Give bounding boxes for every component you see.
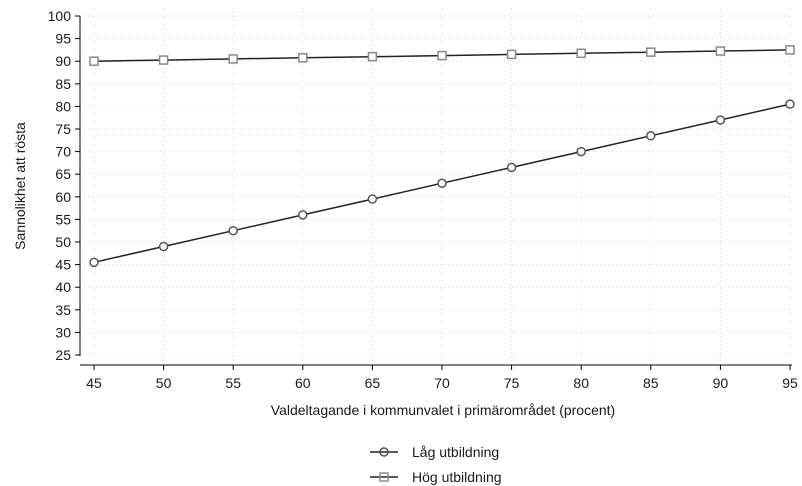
data-point-circle [298,210,308,220]
grid-lines [80,8,792,364]
data-point-circle [228,225,238,236]
x-tick-label: 50 [156,375,172,391]
data-point-circle [158,241,169,252]
y-tick-label: 90 [55,53,71,69]
legend-item-hog-utbildning: Hög utbildning [370,469,502,485]
data-point-square [367,51,378,62]
y-tick-label: 25 [55,347,71,363]
data-point-square [576,48,586,59]
y-tick-label: 45 [55,257,71,273]
x-tick-label: 45 [86,375,102,391]
data-point-square [506,49,517,60]
data-point-circle [646,131,656,141]
series-markers [89,45,795,268]
data-point-square [158,55,169,65]
y-tick-label: 75 [55,121,71,137]
x-tick-label: 65 [365,375,381,391]
legend-marker-circle-icon [379,447,389,457]
y-tick-label: 50 [55,234,71,250]
data-point-circle [715,115,726,125]
data-point-square [89,56,99,66]
x-tick-label: 60 [295,375,311,391]
legend: Låg utbildning Hög utbildning [370,444,502,485]
data-point-square [646,47,656,57]
data-point-square [715,46,726,56]
data-point-circle [437,178,447,188]
axes [79,16,792,366]
legend-item-lag-utbildning: Låg utbildning [370,444,499,460]
x-tick-label: 95 [782,375,798,391]
y-axis-ticks: 25 30 35 40 45 50 55 60 65 70 75 80 85 90 95 100 [48,8,80,363]
data-point-circle [506,162,517,173]
data-point-circle [367,194,378,204]
y-tick-label: 95 [55,31,71,47]
x-tick-label: 55 [225,375,241,391]
y-tick-label: 80 [55,98,71,114]
y-tick-label: 35 [55,302,71,318]
data-point-square [785,45,795,55]
y-tick-label: 60 [55,189,71,205]
data-point-square [298,53,308,63]
y-tick-label: 55 [55,211,71,227]
x-tick-label: 70 [434,375,450,391]
y-tick-label: 65 [55,166,71,182]
legend-marker-square-icon [379,472,389,482]
y-axis-label: Sannolikhet att rösta [12,122,28,250]
x-axis-ticks: 45 50 55 60 65 70 75 80 85 90 95 [86,365,798,391]
y-tick-label: 70 [55,144,71,160]
x-tick-label: 90 [713,375,729,391]
x-tick-label: 85 [643,375,659,391]
data-point-square [228,54,238,64]
y-tick-label: 30 [55,324,71,340]
data-point-square [437,50,447,61]
x-tick-label: 75 [504,375,520,391]
y-tick-label: 40 [55,279,71,295]
legend-label-hog-utbildning: Hög utbildning [412,469,502,485]
data-point-circle [89,257,99,268]
x-axis-label: Valdeltagande i kommunvalet i primärområ… [271,402,615,418]
y-tick-label: 85 [55,76,71,92]
data-point-circle [785,99,795,109]
legend-label-lag-utbildning: Låg utbildning [412,444,499,460]
y-tick-label: 100 [48,8,72,24]
x-tick-label: 80 [573,375,589,391]
data-point-circle [576,146,586,157]
